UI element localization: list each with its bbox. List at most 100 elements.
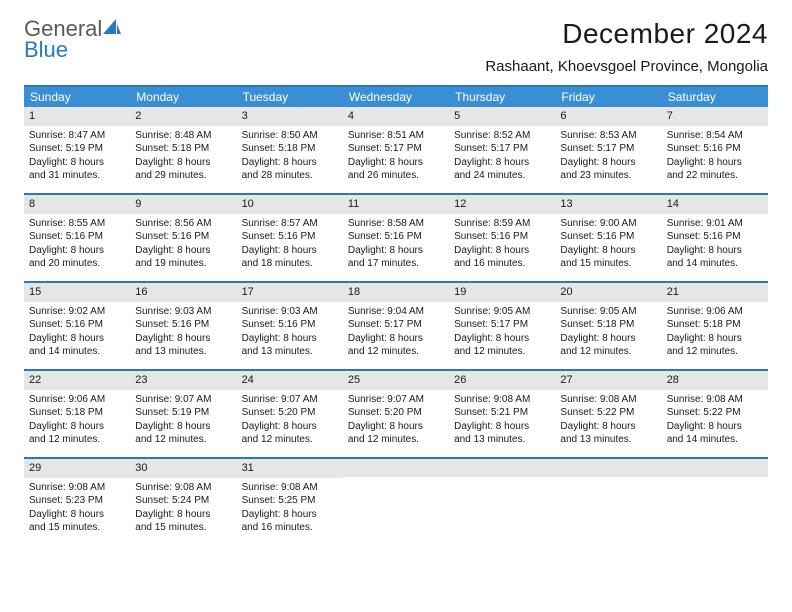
day-info-line: Sunset: 5:16 PM bbox=[348, 230, 444, 244]
day-number: 18 bbox=[343, 283, 449, 302]
calendar-day-cell: 2Sunrise: 8:48 AMSunset: 5:18 PMDaylight… bbox=[130, 107, 236, 193]
day-number: 15 bbox=[24, 283, 130, 302]
day-number bbox=[555, 459, 661, 477]
day-info-line: Sunset: 5:18 PM bbox=[667, 318, 763, 332]
day-info-line: Daylight: 8 hours bbox=[29, 332, 125, 346]
calendar-day-cell bbox=[662, 459, 768, 545]
day-info-line: and 15 minutes. bbox=[29, 521, 125, 535]
day-sun-info: Sunrise: 9:02 AMSunset: 5:16 PMDaylight:… bbox=[29, 305, 125, 359]
day-info-line: Sunrise: 9:08 AM bbox=[29, 481, 125, 495]
day-info-line: and 24 minutes. bbox=[454, 169, 550, 183]
day-info-line: Daylight: 8 hours bbox=[29, 244, 125, 258]
day-info-line: Daylight: 8 hours bbox=[29, 420, 125, 434]
day-info-line: Sunset: 5:18 PM bbox=[560, 318, 656, 332]
day-info-line: Sunrise: 9:07 AM bbox=[348, 393, 444, 407]
day-info-line: Sunset: 5:22 PM bbox=[560, 406, 656, 420]
day-info-line: Sunset: 5:16 PM bbox=[29, 230, 125, 244]
day-info-line: and 14 minutes. bbox=[667, 257, 763, 271]
day-info-line: Sunrise: 8:53 AM bbox=[560, 129, 656, 143]
day-number: 25 bbox=[343, 371, 449, 390]
day-info-line: Sunset: 5:20 PM bbox=[348, 406, 444, 420]
day-info-line: Sunset: 5:22 PM bbox=[667, 406, 763, 420]
day-info-line: Sunrise: 8:58 AM bbox=[348, 217, 444, 231]
calendar-day-cell: 28Sunrise: 9:08 AMSunset: 5:22 PMDayligh… bbox=[662, 371, 768, 457]
day-sun-info: Sunrise: 9:07 AMSunset: 5:20 PMDaylight:… bbox=[348, 393, 444, 447]
day-info-line: Sunrise: 8:59 AM bbox=[454, 217, 550, 231]
day-info-line: Sunrise: 8:48 AM bbox=[135, 129, 231, 143]
day-info-line: Daylight: 8 hours bbox=[560, 420, 656, 434]
day-sun-info: Sunrise: 8:56 AMSunset: 5:16 PMDaylight:… bbox=[135, 217, 231, 271]
day-info-line: Sunrise: 9:08 AM bbox=[135, 481, 231, 495]
calendar-day-cell: 20Sunrise: 9:05 AMSunset: 5:18 PMDayligh… bbox=[555, 283, 661, 369]
day-sun-info: Sunrise: 9:08 AMSunset: 5:25 PMDaylight:… bbox=[242, 481, 338, 535]
calendar-day-cell: 19Sunrise: 9:05 AMSunset: 5:17 PMDayligh… bbox=[449, 283, 555, 369]
day-number: 23 bbox=[130, 371, 236, 390]
calendar-day-cell: 30Sunrise: 9:08 AMSunset: 5:24 PMDayligh… bbox=[130, 459, 236, 545]
day-info-line: Daylight: 8 hours bbox=[242, 420, 338, 434]
day-info-line: Daylight: 8 hours bbox=[135, 156, 231, 170]
calendar-day-cell: 5Sunrise: 8:52 AMSunset: 5:17 PMDaylight… bbox=[449, 107, 555, 193]
calendar-week-row: 1Sunrise: 8:47 AMSunset: 5:19 PMDaylight… bbox=[24, 107, 768, 193]
day-number: 4 bbox=[343, 107, 449, 126]
calendar-day-cell: 24Sunrise: 9:07 AMSunset: 5:20 PMDayligh… bbox=[237, 371, 343, 457]
day-info-line: and 13 minutes. bbox=[242, 345, 338, 359]
day-info-line: Sunrise: 9:07 AM bbox=[135, 393, 231, 407]
day-info-line: Sunset: 5:17 PM bbox=[454, 318, 550, 332]
day-sun-info: Sunrise: 9:00 AMSunset: 5:16 PMDaylight:… bbox=[560, 217, 656, 271]
calendar-day-cell: 13 Sunrise: 9:00 AMSunset: 5:16 PMDayligh… bbox=[555, 195, 661, 281]
day-number: 26 bbox=[449, 371, 555, 390]
day-sun-info: Sunrise: 8:59 AMSunset: 5:16 PMDaylight:… bbox=[454, 217, 550, 271]
day-number: 2 bbox=[130, 107, 236, 126]
day-sun-info: Sunrise: 8:47 AMSunset: 5:19 PMDaylight:… bbox=[29, 129, 125, 183]
day-info-line: Sunset: 5:16 PM bbox=[667, 230, 763, 244]
calendar-day-cell: 10Sunrise: 8:57 AMSunset: 5:16 PMDayligh… bbox=[237, 195, 343, 281]
calendar-day-cell: 11Sunrise: 8:58 AMSunset: 5:16 PMDayligh… bbox=[343, 195, 449, 281]
day-info-line: Sunset: 5:19 PM bbox=[29, 142, 125, 156]
day-info-line: Sunset: 5:20 PM bbox=[242, 406, 338, 420]
day-info-line: Sunset: 5:21 PM bbox=[454, 406, 550, 420]
calendar-day-cell: 23Sunrise: 9:07 AMSunset: 5:19 PMDayligh… bbox=[130, 371, 236, 457]
day-info-line: Sunrise: 9:04 AM bbox=[348, 305, 444, 319]
calendar-day-cell: 9Sunrise: 8:56 AMSunset: 5:16 PMDaylight… bbox=[130, 195, 236, 281]
day-number: 31 bbox=[237, 459, 343, 478]
day-info-line: Sunrise: 9:08 AM bbox=[667, 393, 763, 407]
day-info-line: Sunset: 5:16 PM bbox=[29, 318, 125, 332]
day-number: 20 bbox=[555, 283, 661, 302]
calendar-week-row: 8Sunrise: 8:55 AMSunset: 5:16 PMDaylight… bbox=[24, 193, 768, 281]
day-info-line: Sunrise: 9:00 AM bbox=[560, 217, 656, 231]
day-sun-info: Sunrise: 9:08 AMSunset: 5:24 PMDaylight:… bbox=[135, 481, 231, 535]
day-info-line: Sunrise: 9:03 AM bbox=[135, 305, 231, 319]
day-info-line: and 12 minutes. bbox=[348, 433, 444, 447]
day-info-line: Daylight: 8 hours bbox=[135, 508, 231, 522]
day-info-line: and 18 minutes. bbox=[242, 257, 338, 271]
day-info-line: Daylight: 8 hours bbox=[667, 244, 763, 258]
day-info-line: Sunrise: 9:06 AM bbox=[667, 305, 763, 319]
day-number: 11 bbox=[343, 195, 449, 214]
day-info-line: Sunset: 5:24 PM bbox=[135, 494, 231, 508]
day-info-line: Sunrise: 8:57 AM bbox=[242, 217, 338, 231]
weekday-header: Saturday bbox=[662, 87, 768, 107]
day-info-line: Daylight: 8 hours bbox=[454, 332, 550, 346]
day-info-line: Daylight: 8 hours bbox=[135, 420, 231, 434]
day-info-line: and 12 minutes. bbox=[454, 345, 550, 359]
day-info-line: Sunrise: 9:01 AM bbox=[667, 217, 763, 231]
day-info-line: and 14 minutes. bbox=[667, 433, 763, 447]
day-info-line: Daylight: 8 hours bbox=[29, 156, 125, 170]
day-sun-info: Sunrise: 8:57 AMSunset: 5:16 PMDaylight:… bbox=[242, 217, 338, 271]
day-info-line: and 13 minutes. bbox=[454, 433, 550, 447]
day-number: 13 bbox=[555, 195, 661, 214]
day-sun-info: Sunrise: 9:03 AMSunset: 5:16 PMDaylight:… bbox=[135, 305, 231, 359]
day-number: 22 bbox=[24, 371, 130, 390]
day-info-line: Daylight: 8 hours bbox=[242, 244, 338, 258]
calendar-day-cell: 1Sunrise: 8:47 AMSunset: 5:19 PMDaylight… bbox=[24, 107, 130, 193]
calendar-day-cell: 14Sunrise: 9:01 AMSunset: 5:16 PMDayligh… bbox=[662, 195, 768, 281]
day-info-line: Daylight: 8 hours bbox=[454, 420, 550, 434]
day-info-line: and 16 minutes. bbox=[454, 257, 550, 271]
day-info-line: and 23 minutes. bbox=[560, 169, 656, 183]
day-info-line: Sunrise: 8:54 AM bbox=[667, 129, 763, 143]
weekday-header: Thursday bbox=[449, 87, 555, 107]
day-info-line: Sunset: 5:17 PM bbox=[348, 318, 444, 332]
calendar-day-cell: 16Sunrise: 9:03 AMSunset: 5:16 PMDayligh… bbox=[130, 283, 236, 369]
calendar-day-cell: 29Sunrise: 9:08 AMSunset: 5:23 PMDayligh… bbox=[24, 459, 130, 545]
day-number: 21 bbox=[662, 283, 768, 302]
